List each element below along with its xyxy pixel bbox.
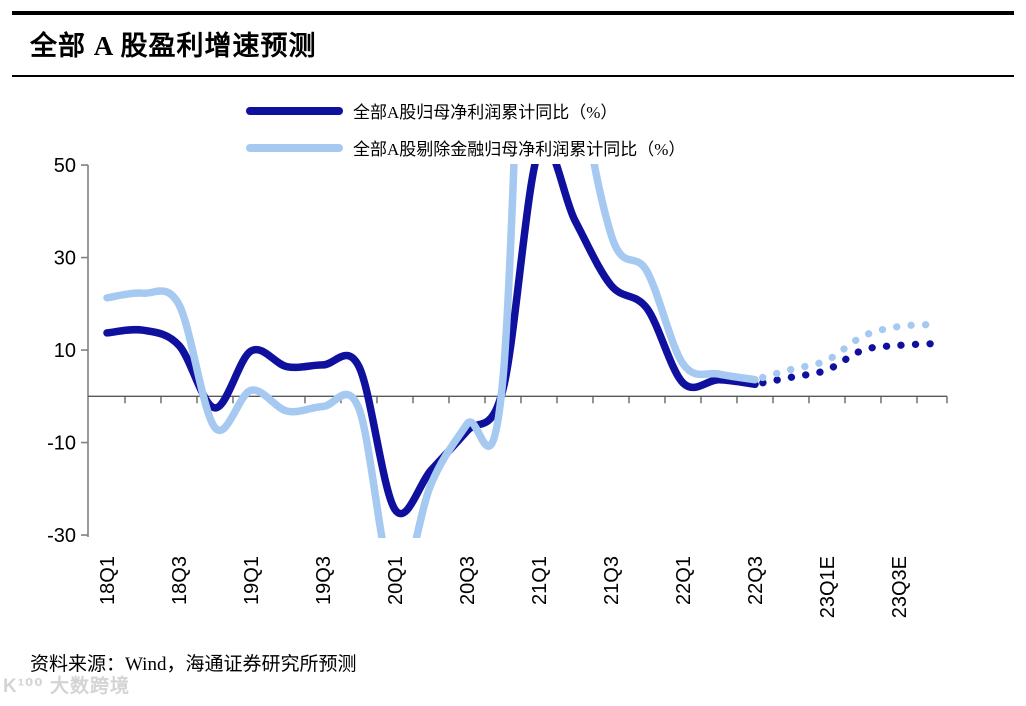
chart-legend: 全部A股归母净利润累计同比（%） 全部A股剔除金融归母净利润累计同比（%） bbox=[246, 92, 685, 166]
x-tick-label: 20Q1 bbox=[385, 556, 407, 605]
page-title: 全部 A 股盈利增速预测 bbox=[30, 31, 317, 61]
x-tick-label: 18Q3 bbox=[169, 556, 191, 605]
y-tick-label: 30 bbox=[54, 248, 76, 270]
x-tick-label: 18Q1 bbox=[97, 556, 119, 605]
x-tick-label: 22Q1 bbox=[673, 556, 695, 605]
legend-swatch-dark-line bbox=[246, 106, 343, 115]
x-tick-label: 19Q3 bbox=[313, 556, 335, 605]
y-tick-label: -10 bbox=[47, 433, 76, 455]
all-a-share-line-forecast-dotted bbox=[751, 340, 939, 388]
x-tick-label: 23Q3E bbox=[889, 556, 911, 618]
all-a-share-line-solid bbox=[103, 164, 759, 518]
watermark: K¹⁰⁰ 大数跨境 bbox=[3, 676, 130, 697]
legend-label: 全部A股剔除金融归母净利润累计同比（%） bbox=[353, 140, 686, 159]
ex-financial-line-solid bbox=[103, 164, 759, 538]
x-tick-label: 21Q3 bbox=[601, 556, 623, 605]
legend-item-all-a: 全部A股归母净利润累计同比（%） bbox=[246, 92, 685, 129]
x-tick-label: 23Q1E bbox=[817, 556, 839, 618]
legend-label: 全部A股归母净利润累计同比（%） bbox=[353, 103, 618, 122]
legend-swatch-light-line bbox=[246, 143, 343, 152]
x-tick-label: 21Q1 bbox=[529, 556, 551, 605]
title-underline-rule bbox=[12, 75, 1014, 77]
x-tick-label: 22Q3 bbox=[745, 556, 767, 605]
y-tick-label: 50 bbox=[54, 155, 76, 177]
legend-item-ex-financial: 全部A股剔除金融归母净利润累计同比（%） bbox=[246, 129, 685, 166]
top-rule bbox=[12, 11, 1014, 15]
y-tick-label: 10 bbox=[54, 340, 76, 362]
y-tick-label: -30 bbox=[47, 525, 76, 547]
x-tick-label: 20Q3 bbox=[457, 556, 479, 605]
x-tick-label: 19Q1 bbox=[241, 556, 263, 605]
ex-financial-line-forecast-dotted bbox=[751, 321, 939, 384]
source-note: 资料来源：Wind，海通证券研究所预测 bbox=[30, 654, 357, 675]
